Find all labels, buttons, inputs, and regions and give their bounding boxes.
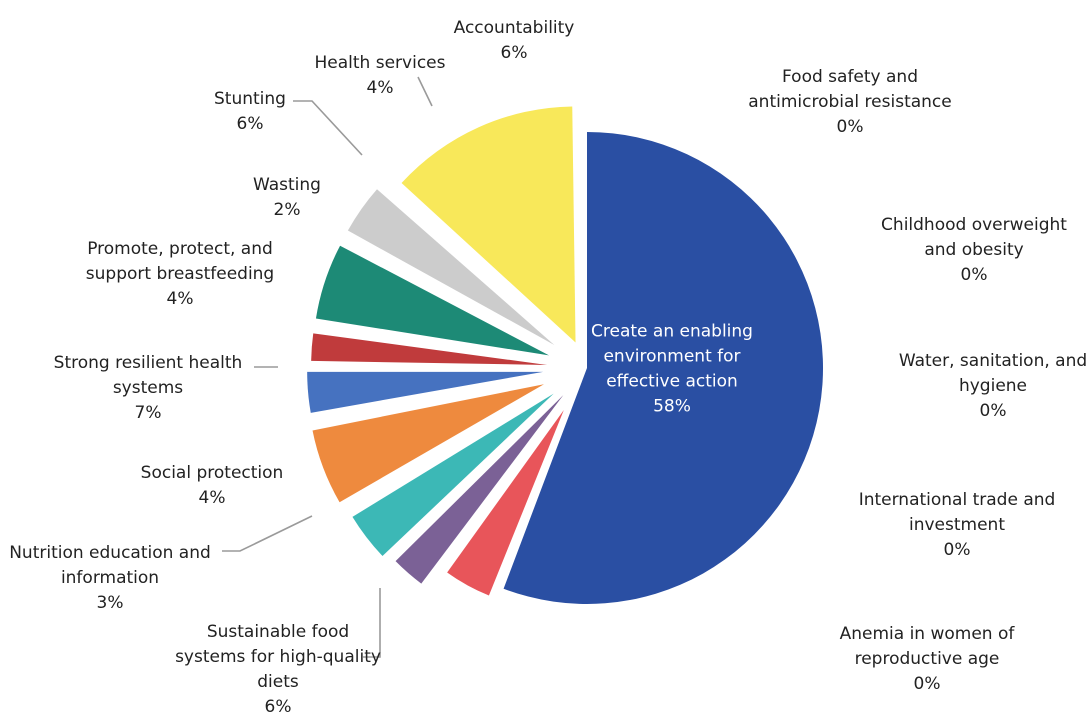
slice-label: International trade and investment 0% [859,490,1056,560]
pie-slice [503,132,824,604]
leader-line [293,100,363,156]
slice-label: Food safety and antimicrobial resistance 0… [748,67,951,137]
pie-slice [352,393,554,557]
slice-label: Create an enabling environment for effecti… [591,322,753,417]
pie-slice [401,106,576,343]
leader-line [222,515,313,552]
pie-slice [347,189,555,345]
slice-label: Nutrition education and information 3% [9,543,211,613]
slice-label: Health services 4% [315,53,446,98]
pie-slice [315,245,550,356]
slice-label: Sustainable food systems for high-quality… [175,622,381,717]
pie-slice [447,410,564,596]
slice-label: Anemia in women of reproductive age 0% [840,624,1016,694]
pie-slice [307,371,544,413]
slice-label: Strong resilient health systems 7% [54,353,243,423]
slice-label: Water, sanitation, and hygiene 0% [899,351,1087,421]
pie-slice [312,384,544,503]
leader-line [417,76,433,107]
pie-slice [311,333,548,365]
leader-lines [222,76,433,658]
slice-label: Stunting 6% [214,89,286,134]
pie-slices [307,106,824,604]
slice-labels: Create an enabling environment for effecti… [9,18,1087,717]
slice-label: Accountability 6% [454,18,575,63]
pie-slice [395,395,564,584]
leader-line [363,588,381,658]
slice-label: Childhood overweight and obesity 0% [881,215,1067,285]
slice-label: Social protection 4% [141,463,284,508]
slice-label: Wasting 2% [253,175,321,220]
slice-label: Promote, protect, and support breastfeedi… [86,239,274,309]
